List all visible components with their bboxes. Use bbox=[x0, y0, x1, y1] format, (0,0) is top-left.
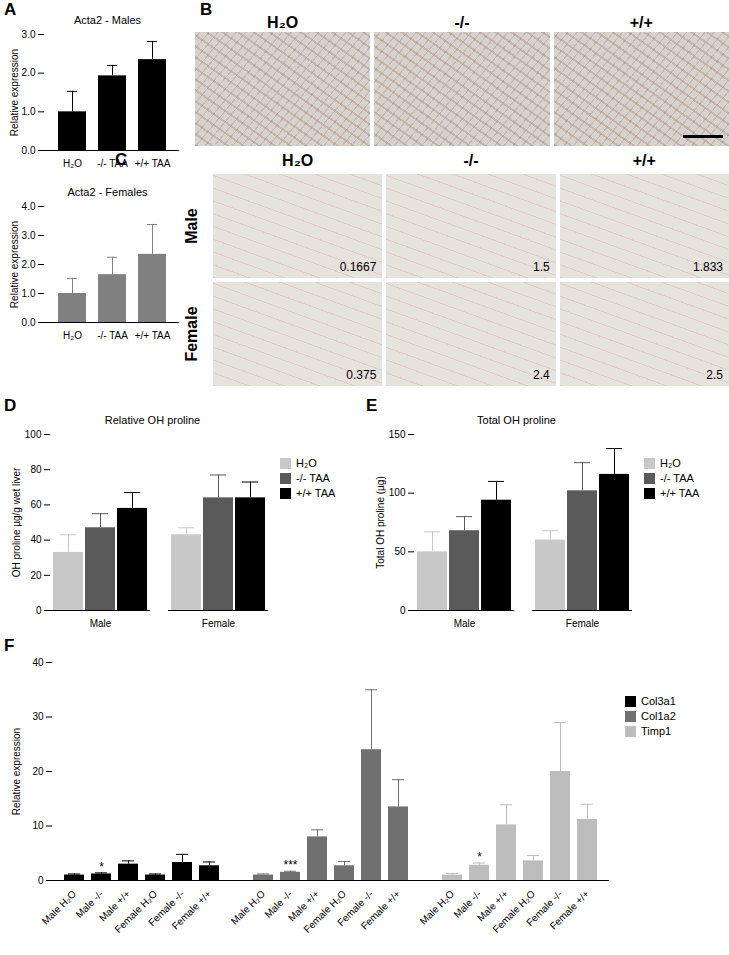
svg-text:30: 30 bbox=[32, 711, 44, 722]
svg-text:Female +/+: Female +/+ bbox=[359, 888, 403, 932]
svg-text:-/- TAA: -/- TAA bbox=[97, 330, 128, 341]
svg-text:Male: Male bbox=[90, 618, 112, 629]
svg-text:1.0: 1.0 bbox=[22, 288, 36, 299]
svg-text:4.0: 4.0 bbox=[22, 201, 36, 212]
svg-text:0: 0 bbox=[38, 875, 44, 886]
svg-text:150: 150 bbox=[389, 429, 406, 440]
svg-text:Male H₂O: Male H₂O bbox=[229, 888, 268, 927]
svg-text:Female: Female bbox=[566, 618, 600, 629]
svg-text:Total OH proline (µg): Total OH proline (µg) bbox=[375, 476, 386, 568]
svg-text:H₂O: H₂O bbox=[63, 330, 82, 341]
svg-text:40: 40 bbox=[30, 534, 42, 545]
svg-text:Male H₂O: Male H₂O bbox=[40, 888, 79, 927]
svg-text:OH proline µg/g wet liver: OH proline µg/g wet liver bbox=[11, 467, 22, 577]
svg-text:+/+ TAA: +/+ TAA bbox=[135, 158, 171, 169]
svg-text:100: 100 bbox=[389, 487, 406, 498]
svg-text:H₂O: H₂O bbox=[63, 158, 82, 169]
svg-text:Male: Male bbox=[454, 618, 476, 629]
svg-text:3.0: 3.0 bbox=[22, 29, 36, 40]
svg-text:Female +/+: Female +/+ bbox=[170, 888, 214, 932]
svg-text:2.0: 2.0 bbox=[22, 67, 36, 78]
svg-text:+/+ TAA: +/+ TAA bbox=[135, 330, 171, 341]
svg-text:*: * bbox=[99, 860, 104, 874]
svg-text:Female: Female bbox=[202, 618, 236, 629]
svg-text:60: 60 bbox=[30, 499, 42, 510]
svg-text:0.0: 0.0 bbox=[22, 145, 36, 156]
svg-text:2.0: 2.0 bbox=[22, 259, 36, 270]
svg-text:80: 80 bbox=[30, 464, 42, 475]
svg-text:0.0: 0.0 bbox=[22, 317, 36, 328]
svg-text:Relative expression: Relative expression bbox=[9, 221, 20, 308]
svg-text:Relative expression: Relative expression bbox=[9, 49, 20, 136]
svg-text:100: 100 bbox=[25, 429, 42, 440]
svg-text:Female +/+: Female +/+ bbox=[548, 888, 592, 932]
svg-text:20: 20 bbox=[30, 570, 42, 581]
svg-text:1.0: 1.0 bbox=[22, 106, 36, 117]
svg-text:50: 50 bbox=[394, 546, 406, 557]
svg-text:0: 0 bbox=[36, 605, 42, 616]
svg-text:0: 0 bbox=[400, 605, 406, 616]
svg-text:20: 20 bbox=[32, 766, 44, 777]
svg-text:10: 10 bbox=[32, 820, 44, 831]
svg-text:Relative expression: Relative expression bbox=[11, 728, 22, 815]
svg-text:40: 40 bbox=[32, 657, 44, 668]
svg-text:Male H₂O: Male H₂O bbox=[418, 888, 457, 927]
svg-text:***: *** bbox=[283, 858, 297, 872]
svg-text:*: * bbox=[477, 850, 482, 864]
svg-text:3.0: 3.0 bbox=[22, 230, 36, 241]
